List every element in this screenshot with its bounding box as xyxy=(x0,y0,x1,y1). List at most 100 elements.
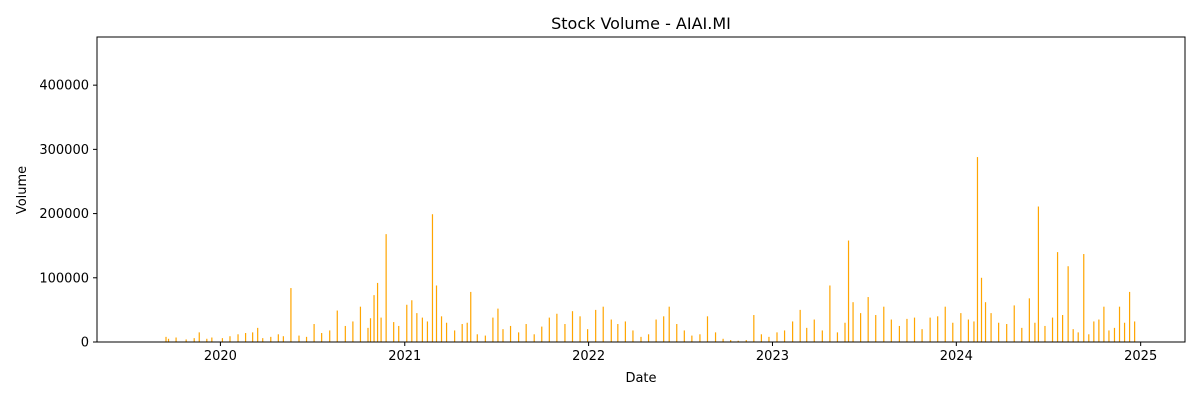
volume-bar xyxy=(244,333,247,342)
volume-bar xyxy=(960,313,962,342)
volume-bar xyxy=(676,324,678,342)
volume-bar xyxy=(533,334,535,342)
volume-bar xyxy=(257,327,259,342)
volume-bar xyxy=(617,324,619,342)
volume-bar xyxy=(497,308,499,342)
volume-bar xyxy=(647,334,650,342)
volume-bar xyxy=(167,338,170,342)
volume-bar xyxy=(867,297,869,342)
volume-bar xyxy=(1034,322,1036,342)
volume-bar xyxy=(237,334,239,342)
volume-bar xyxy=(944,306,946,342)
volume-bar xyxy=(699,334,701,342)
volume-bar xyxy=(730,340,732,342)
volume-bar xyxy=(426,321,429,342)
volume-bar xyxy=(509,325,512,342)
volume-bar xyxy=(359,306,362,342)
volume-bar xyxy=(990,313,992,342)
volume-bar xyxy=(898,325,900,342)
volume-bar xyxy=(385,234,387,342)
volume-bar xyxy=(270,336,272,342)
volume-bar xyxy=(890,319,892,342)
x-tick-label: 2021 xyxy=(388,349,421,364)
volume-bar xyxy=(211,337,213,342)
volume-bar xyxy=(875,315,877,342)
volume-bar xyxy=(852,302,854,342)
x-tick-label: 2022 xyxy=(572,349,605,364)
volume-bar xyxy=(967,319,970,342)
volume-bar xyxy=(229,336,231,342)
volume-bar xyxy=(706,316,709,342)
volume-bar xyxy=(640,336,642,342)
volume-bar xyxy=(829,285,831,342)
plot-frame xyxy=(96,36,1186,343)
volume-bar xyxy=(352,321,354,342)
volume-bar xyxy=(461,324,463,342)
volume-bar xyxy=(252,332,254,342)
volume-bar xyxy=(313,324,315,342)
volume-bar xyxy=(952,322,954,342)
volume-bar xyxy=(973,321,975,342)
volume-bar xyxy=(1072,329,1074,342)
volume-bar xyxy=(1013,305,1015,342)
y-tick-label: 100000 xyxy=(39,271,89,286)
volume-bar xyxy=(282,336,284,342)
volume-bar xyxy=(1113,327,1116,342)
volume-bar xyxy=(1093,321,1095,342)
volume-bar xyxy=(813,319,815,342)
volume-bar xyxy=(1077,332,1079,342)
volume-bar xyxy=(369,318,372,342)
volume-bar xyxy=(976,157,979,342)
volume-bar xyxy=(1006,324,1008,342)
volume-bar xyxy=(683,330,685,342)
volume-bar xyxy=(548,317,550,342)
volume-bar xyxy=(476,334,478,342)
volume-bar xyxy=(806,327,808,342)
volume-bar xyxy=(198,332,200,342)
volume-bar xyxy=(298,335,300,342)
volume-bar xyxy=(492,317,494,342)
volume-bar xyxy=(329,330,331,342)
volume-bar xyxy=(1028,298,1030,342)
volume-bar xyxy=(367,327,369,342)
volume-bar xyxy=(776,332,778,342)
volume-bar xyxy=(984,302,987,342)
y-tick-label: 0 xyxy=(81,336,89,351)
volume-bar xyxy=(571,311,574,342)
volume-bar xyxy=(262,338,264,342)
volume-bar xyxy=(998,322,1000,342)
volume-bar xyxy=(416,313,418,342)
x-tick-label: 2023 xyxy=(756,349,789,364)
chart-title: Stock Volume - AIAI.MI xyxy=(551,14,731,33)
volume-bar xyxy=(783,330,786,342)
volume-bar xyxy=(502,329,504,342)
volume-bar xyxy=(1083,254,1085,342)
volume-bar xyxy=(632,330,634,342)
volume-bar xyxy=(221,338,224,342)
volume-bar xyxy=(411,300,413,342)
y-tick-label: 200000 xyxy=(39,207,89,222)
volume-bar xyxy=(1067,266,1069,342)
volume-bar xyxy=(290,288,292,342)
volume-bar xyxy=(277,334,279,342)
volume-bar xyxy=(321,333,323,342)
volume-bar xyxy=(193,338,195,342)
x-tick-label: 2024 xyxy=(940,349,973,364)
volume-bar xyxy=(980,277,983,342)
volume-bar xyxy=(466,322,468,342)
x-tick-label: 2020 xyxy=(204,349,237,364)
volume-bar xyxy=(745,340,747,342)
volume-bar xyxy=(602,306,604,342)
y-axis-title: Volume xyxy=(15,166,30,214)
y-tick-label: 300000 xyxy=(39,143,89,158)
x-axis-title: Date xyxy=(625,371,656,386)
volume-bar xyxy=(906,318,908,342)
volume-bar xyxy=(1128,291,1131,342)
volume-bar xyxy=(380,317,382,342)
volume-bar xyxy=(921,329,923,342)
volume-bar xyxy=(1044,325,1046,342)
volume-bar xyxy=(518,332,520,342)
volume-bar xyxy=(1062,315,1064,342)
volume-bar xyxy=(564,324,566,342)
